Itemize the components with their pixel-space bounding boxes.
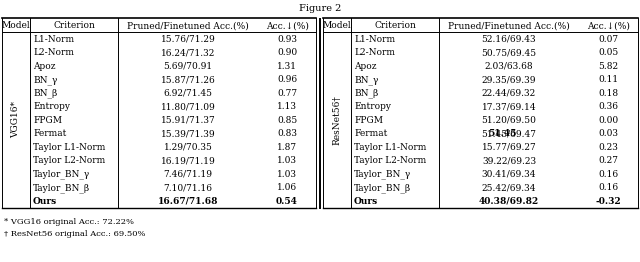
Text: Entropy: Entropy	[33, 102, 70, 111]
Text: Fermat: Fermat	[33, 129, 67, 138]
Text: Fermat: Fermat	[354, 129, 387, 138]
Text: 50.75/69.45: 50.75/69.45	[481, 48, 536, 57]
Text: 16.19/71.19: 16.19/71.19	[161, 156, 216, 165]
Text: 16.24/71.32: 16.24/71.32	[161, 48, 215, 57]
Text: 16.67/71.68: 16.67/71.68	[157, 197, 218, 206]
Text: 51.45: 51.45	[488, 129, 516, 138]
Text: -0.32: -0.32	[596, 197, 621, 206]
Text: Taylor_BN_γ: Taylor_BN_γ	[33, 170, 90, 179]
Text: 30.41/69.34: 30.41/69.34	[482, 170, 536, 179]
Text: 0.27: 0.27	[598, 156, 618, 165]
Text: Apoz: Apoz	[33, 62, 56, 71]
Text: 0.05: 0.05	[598, 48, 619, 57]
Text: BN_β: BN_β	[354, 88, 378, 98]
Text: 1.29/70.35: 1.29/70.35	[164, 143, 212, 152]
Text: * VGG16 original Acc.: 72.22%: * VGG16 original Acc.: 72.22%	[4, 217, 134, 226]
Text: Figure 2: Figure 2	[299, 4, 341, 13]
Text: 51.45/69.47: 51.45/69.47	[481, 129, 536, 138]
Text: 0.77: 0.77	[277, 89, 297, 98]
Text: 5.69/70.91: 5.69/70.91	[163, 62, 212, 71]
Text: 51.20/69.50: 51.20/69.50	[481, 116, 536, 125]
Text: ResNet56†: ResNet56†	[333, 95, 342, 145]
Text: † ResNet56 original Acc.: 69.50%: † ResNet56 original Acc.: 69.50%	[4, 230, 145, 237]
Text: Ours: Ours	[33, 197, 57, 206]
Text: 52.16/69.43: 52.16/69.43	[482, 35, 536, 44]
Text: L1-Norm: L1-Norm	[354, 35, 395, 44]
Text: Ours: Ours	[354, 197, 378, 206]
Text: Criterion: Criterion	[374, 21, 416, 30]
Text: 0.90: 0.90	[277, 48, 297, 57]
Text: 11.80/71.09: 11.80/71.09	[161, 102, 216, 111]
Text: 0.36: 0.36	[598, 102, 618, 111]
Text: 17.37/69.14: 17.37/69.14	[482, 102, 536, 111]
Text: BN_γ: BN_γ	[354, 75, 378, 85]
Text: 6.92/71.45: 6.92/71.45	[163, 89, 212, 98]
Text: 7.46/71.19: 7.46/71.19	[163, 170, 212, 179]
Text: 1.03: 1.03	[277, 170, 297, 179]
Text: Pruned/Finetuned Acc.(%): Pruned/Finetuned Acc.(%)	[448, 21, 570, 30]
Text: 0.03: 0.03	[598, 129, 618, 138]
Text: Entropy: Entropy	[354, 102, 391, 111]
Text: 0.16: 0.16	[598, 170, 619, 179]
Text: 15.77/69.27: 15.77/69.27	[482, 143, 536, 152]
Text: Apoz: Apoz	[354, 62, 376, 71]
Text: 0.23: 0.23	[598, 143, 618, 152]
Text: 5.82: 5.82	[598, 62, 619, 71]
Text: Taylor L1-Norm: Taylor L1-Norm	[354, 143, 426, 152]
Text: 0.00: 0.00	[598, 116, 619, 125]
Text: 40.38/69.82: 40.38/69.82	[479, 197, 539, 206]
Text: 15.76/71.29: 15.76/71.29	[161, 35, 216, 44]
Text: 0.96: 0.96	[277, 75, 297, 84]
Text: FPGM: FPGM	[354, 116, 383, 125]
Text: Taylor L1-Norm: Taylor L1-Norm	[33, 143, 106, 152]
Text: L1-Norm: L1-Norm	[33, 35, 74, 44]
Text: Model: Model	[323, 21, 351, 30]
Text: 1.87: 1.87	[277, 143, 297, 152]
Text: 7.10/71.16: 7.10/71.16	[163, 183, 212, 192]
Text: L2-Norm: L2-Norm	[33, 48, 74, 57]
Text: 2.03/63.68: 2.03/63.68	[484, 62, 533, 71]
Text: 0.16: 0.16	[598, 183, 619, 192]
Text: 0.93: 0.93	[277, 35, 297, 44]
Text: 0.85: 0.85	[277, 116, 297, 125]
Text: VGG16*: VGG16*	[12, 101, 20, 138]
Text: 0.18: 0.18	[598, 89, 619, 98]
Text: Taylor L2-Norm: Taylor L2-Norm	[33, 156, 105, 165]
Text: Acc.↓(%): Acc.↓(%)	[587, 21, 630, 30]
Text: 0.83: 0.83	[277, 129, 297, 138]
Text: 0.54: 0.54	[276, 197, 298, 206]
Text: Pruned/Finetuned Acc.(%): Pruned/Finetuned Acc.(%)	[127, 21, 249, 30]
Text: Model: Model	[2, 21, 30, 30]
Text: 15.39/71.39: 15.39/71.39	[161, 129, 215, 138]
Text: 29.35/69.39: 29.35/69.39	[482, 75, 536, 84]
Text: 1.31: 1.31	[277, 62, 297, 71]
Text: 1.03: 1.03	[277, 156, 297, 165]
Text: L2-Norm: L2-Norm	[354, 48, 395, 57]
Text: 39.22/69.23: 39.22/69.23	[482, 156, 536, 165]
Text: 1.06: 1.06	[277, 183, 297, 192]
Text: Taylor_BN_β: Taylor_BN_β	[354, 183, 411, 193]
Text: 0.07: 0.07	[598, 35, 619, 44]
Text: Criterion: Criterion	[53, 21, 95, 30]
Text: 15.91/71.37: 15.91/71.37	[161, 116, 216, 125]
Text: 15.87/71.26: 15.87/71.26	[161, 75, 216, 84]
Text: Acc.↓(%): Acc.↓(%)	[266, 21, 308, 30]
Text: 22.44/69.32: 22.44/69.32	[482, 89, 536, 98]
Text: Taylor_BN_γ: Taylor_BN_γ	[354, 170, 412, 179]
Text: Taylor L2-Norm: Taylor L2-Norm	[354, 156, 426, 165]
Text: 25.42/69.34: 25.42/69.34	[482, 183, 536, 192]
Text: 0.11: 0.11	[598, 75, 619, 84]
Text: Taylor_BN_β: Taylor_BN_β	[33, 183, 90, 193]
Text: BN_β: BN_β	[33, 88, 57, 98]
Text: 1.13: 1.13	[277, 102, 297, 111]
Text: FPGM: FPGM	[33, 116, 62, 125]
Text: BN_γ: BN_γ	[33, 75, 58, 85]
